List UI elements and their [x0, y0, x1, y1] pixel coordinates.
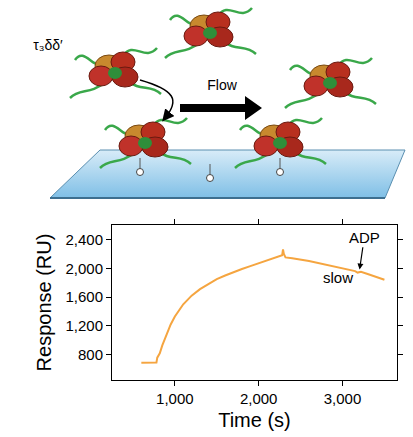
- svg-text:1,200: 1,200: [65, 317, 103, 334]
- svg-text:800: 800: [78, 346, 103, 363]
- svg-text:ADP: ADP: [349, 229, 380, 246]
- svg-text:3,000: 3,000: [324, 390, 362, 407]
- svg-text:2,000: 2,000: [65, 260, 103, 277]
- svg-text:1,600: 1,600: [65, 288, 103, 305]
- svg-text:Response (RU): Response (RU): [33, 234, 55, 372]
- svg-text:τ₃δδ′: τ₃δδ′: [33, 37, 63, 53]
- svg-text:Time (s): Time (s): [218, 409, 291, 431]
- svg-text:Flow: Flow: [207, 77, 237, 93]
- svg-text:1,000: 1,000: [156, 390, 194, 407]
- svg-text:slow: slow: [323, 269, 353, 286]
- svg-text:2,400: 2,400: [65, 231, 103, 248]
- svg-text:2,000: 2,000: [240, 390, 278, 407]
